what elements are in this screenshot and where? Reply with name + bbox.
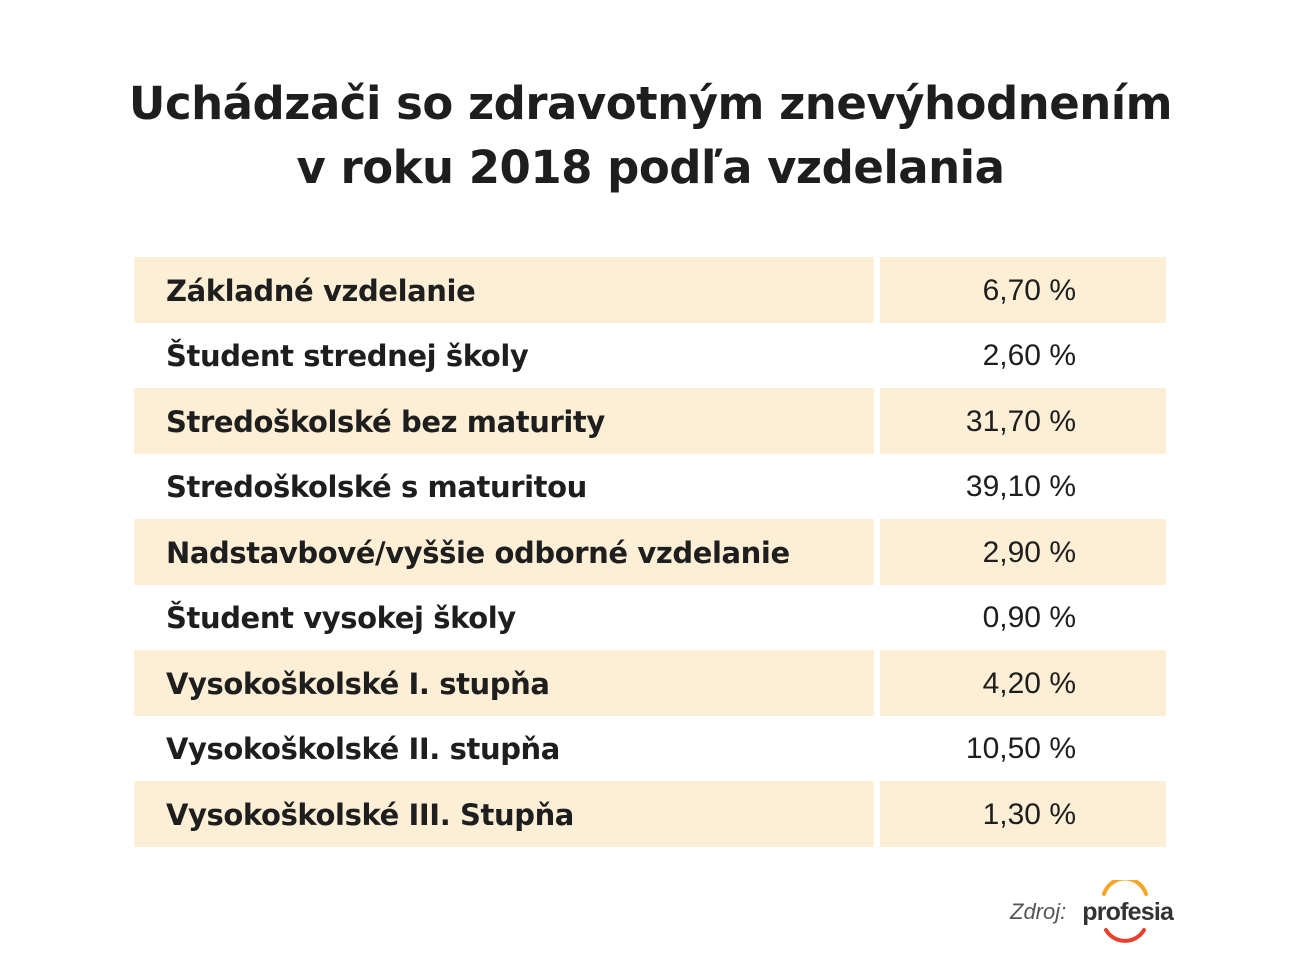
row-value: 0,90 % xyxy=(982,601,1076,635)
row-value-cell: 4,20 % xyxy=(880,650,1166,716)
row-value-cell: 39,10 % xyxy=(880,454,1166,520)
table-row: Vysokoškolské I. stupňa 4,20 % xyxy=(134,650,1166,716)
row-value: 4,20 % xyxy=(982,666,1076,700)
table-row: Stredoškolské s maturitou 39,10 % xyxy=(134,454,1166,520)
row-label: Študent vysokej školy xyxy=(166,601,516,636)
table-row: Základné vzdelanie 6,70 % xyxy=(134,257,1166,323)
profesia-logo[interactable]: profesia xyxy=(1082,880,1174,944)
row-label: Nadstavbové/vyššie odborné vzdelanie xyxy=(166,535,790,570)
row-label: Vysokoškolské II. stupňa xyxy=(166,732,560,767)
row-label: Stredoškolské s maturitou xyxy=(166,470,587,505)
row-label-cell: Študent vysokej školy xyxy=(134,585,874,651)
row-value: 31,70 % xyxy=(965,404,1076,438)
row-value-cell: 0,90 % xyxy=(880,585,1166,651)
row-label-cell: Stredoškolské s maturitou xyxy=(134,454,874,520)
row-value-cell: 6,70 % xyxy=(880,257,1166,323)
row-label: Základné vzdelanie xyxy=(166,273,476,308)
source-label: Zdroj: xyxy=(1010,899,1067,924)
chart-title: Uchádzači so zdravotným znevýhodnením v … xyxy=(0,72,1301,200)
row-label: Študent strednej školy xyxy=(166,339,529,374)
chart-title-line-1: Uchádzači so zdravotným znevýhodnením xyxy=(128,77,1173,130)
row-value: 2,60 % xyxy=(982,339,1076,373)
row-label: Vysokoškolské I. stupňa xyxy=(166,666,550,701)
row-label-cell: Vysokoškolské I. stupňa xyxy=(134,650,874,716)
source-attribution: Zdroj: profesia xyxy=(1010,880,1174,944)
row-value: 39,10 % xyxy=(965,470,1076,504)
row-value: 10,50 % xyxy=(965,732,1076,766)
profesia-logo-arc-icon xyxy=(1102,880,1149,943)
chart-title-line-2: v roku 2018 podľa vzdelania xyxy=(296,141,1005,194)
row-label-cell: Nadstavbové/vyššie odborné vzdelanie xyxy=(134,519,874,585)
table-row: Vysokoškolské II. stupňa 10,50 % xyxy=(134,716,1166,782)
table-row: Vysokoškolské III. Stupňa 1,30 % xyxy=(134,781,1166,847)
data-table: Základné vzdelanie 6,70 % Študent strednej… xyxy=(134,257,1166,847)
row-label-cell: Vysokoškolské II. stupňa xyxy=(134,716,874,782)
row-value: 1,30 % xyxy=(982,797,1076,831)
row-value-cell: 2,90 % xyxy=(880,519,1166,585)
row-value-cell: 10,50 % xyxy=(880,716,1166,782)
row-value-cell: 31,70 % xyxy=(880,388,1166,454)
table-row: Študent strednej školy 2,60 % xyxy=(134,323,1166,389)
row-value: 6,70 % xyxy=(982,273,1076,307)
row-label: Vysokoškolské III. Stupňa xyxy=(166,797,574,832)
row-label: Stredoškolské bez maturity xyxy=(166,404,605,439)
row-label-cell: Stredoškolské bez maturity xyxy=(134,388,874,454)
row-value-cell: 1,30 % xyxy=(880,781,1166,847)
table-row: Študent vysokej školy 0,90 % xyxy=(134,585,1166,651)
row-label-cell: Základné vzdelanie xyxy=(134,257,874,323)
row-label-cell: Študent strednej školy xyxy=(134,323,874,389)
profesia-logo-text: profesia xyxy=(1082,898,1174,926)
row-value: 2,90 % xyxy=(982,535,1076,569)
table-row: Stredoškolské bez maturity 31,70 % xyxy=(134,388,1166,454)
row-label-cell: Vysokoškolské III. Stupňa xyxy=(134,781,874,847)
table-row: Nadstavbové/vyššie odborné vzdelanie 2,90… xyxy=(134,519,1166,585)
row-value-cell: 2,60 % xyxy=(880,323,1166,389)
